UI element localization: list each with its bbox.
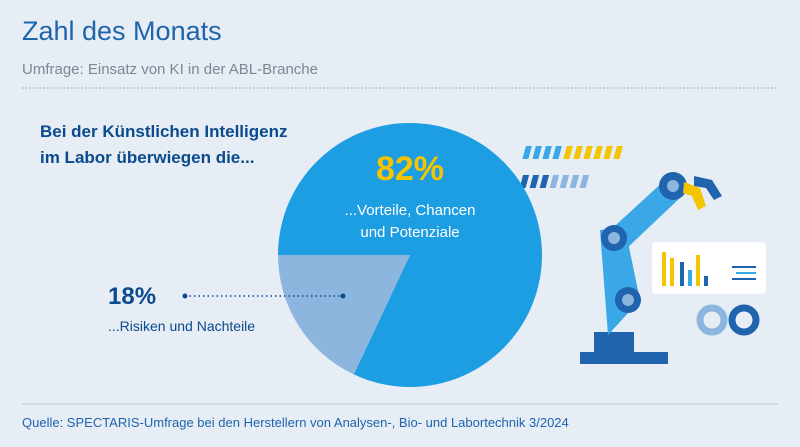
pie-slice [278,255,410,375]
category-label: ...Vorteile, Chancen und Potenziale [344,202,476,241]
source: Quelle: SPECTARIS-Umfrage bei den Herste… [22,415,569,430]
value-label: 82% [375,150,445,188]
value-label: 18% [108,283,157,310]
category-label: ...Risiken und Nachteile [108,318,256,334]
leader-dot [182,293,188,299]
heading: im Labor überwiegen die... [40,148,254,167]
robot-illustration [519,146,766,364]
leader-dot [340,293,346,299]
pie-slice [278,123,543,387]
chart-subtitle: Umfrage: Einsatz von KI in der ABL-Branc… [22,61,318,78]
chart-title: Zahl des Monats [22,16,222,46]
heading: Bei der Künstlichen Intelligenz [40,122,287,141]
